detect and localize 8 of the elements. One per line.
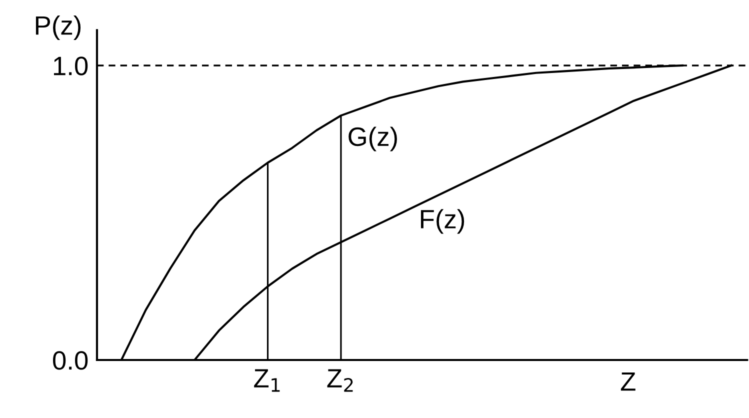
- y-tick-label: 0.0: [53, 351, 88, 370]
- annotation: G(z): [348, 126, 397, 152]
- y-tick-label: 1.0: [54, 56, 88, 76]
- x-tick-label: Z$_{2}$: [327, 369, 353, 392]
- x-axis-title: Z: [620, 372, 636, 391]
- annotation: F(z): [420, 209, 464, 234]
- y-axis-title: P(z): [36, 15, 81, 40]
- x-tick-label: Z$_{1}$: [254, 369, 280, 392]
